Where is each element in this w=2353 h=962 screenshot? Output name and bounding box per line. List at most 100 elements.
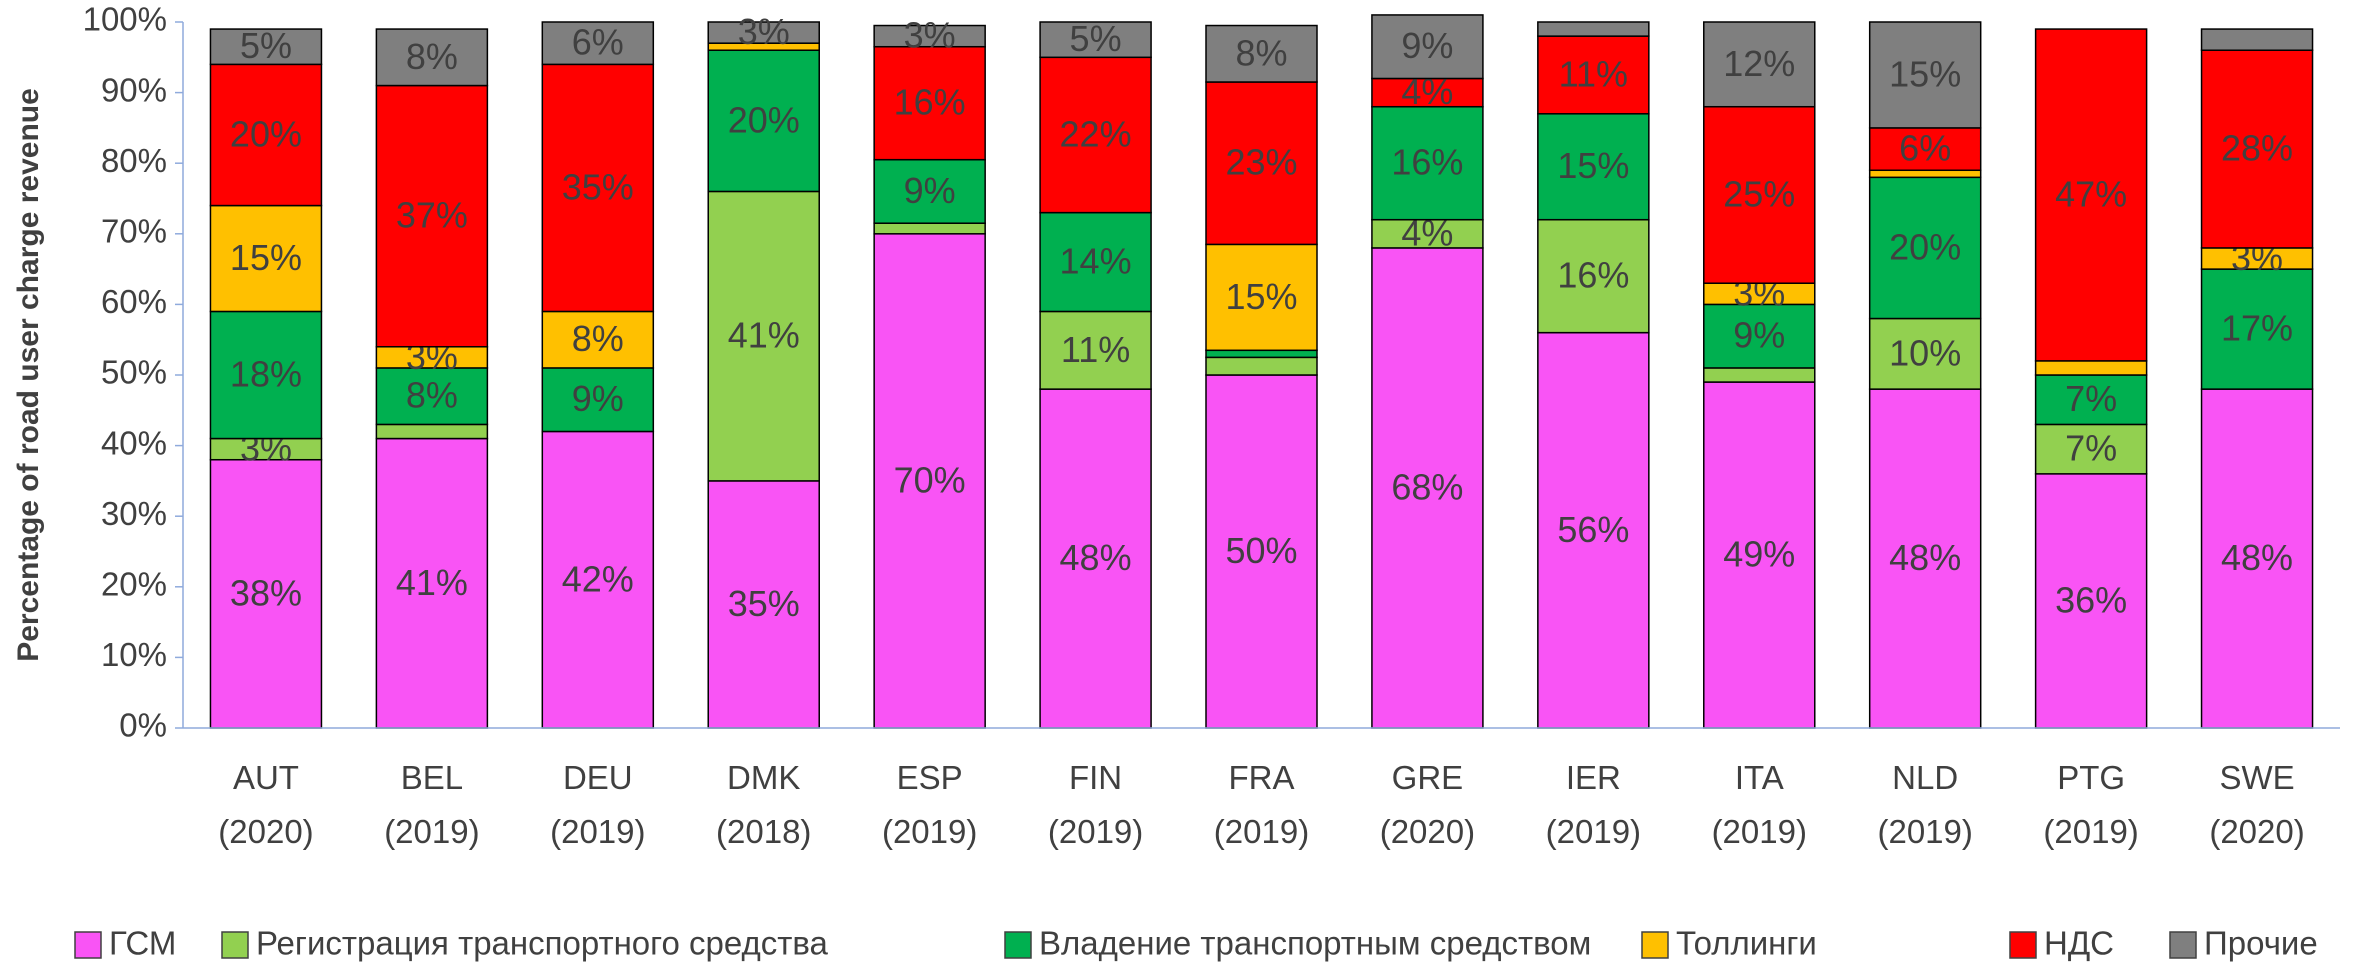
bar-segment bbox=[2034, 473, 2148, 729]
data-label: 48% bbox=[1060, 537, 1132, 578]
bar-segment bbox=[375, 84, 489, 348]
data-label: 15% bbox=[1225, 276, 1297, 317]
data-label: 15% bbox=[1557, 145, 1629, 186]
bar-segment bbox=[2034, 360, 2148, 376]
data-label: 68% bbox=[1391, 466, 1463, 507]
x-tick-label: BEL (2019) bbox=[384, 759, 479, 850]
bar-segment bbox=[1537, 218, 1650, 334]
bar-segment bbox=[1205, 356, 1318, 376]
bar-segment bbox=[1205, 349, 1318, 359]
data-label: 20% bbox=[728, 99, 800, 140]
x-tick-label: ITA (2019) bbox=[1712, 759, 1807, 850]
data-label: 9% bbox=[904, 170, 956, 211]
data-label: 7% bbox=[2065, 428, 2117, 469]
bar-segment bbox=[1371, 105, 1484, 221]
x-tick-label: IER (2019) bbox=[1546, 759, 1641, 850]
data-label: 35% bbox=[728, 583, 800, 624]
data-label: 35% bbox=[562, 166, 634, 207]
data-label: 38% bbox=[230, 572, 302, 613]
data-label: 11% bbox=[1061, 329, 1130, 370]
x-tick-label: PTG (2019) bbox=[2043, 759, 2138, 850]
bar-segment bbox=[2034, 28, 2148, 362]
data-label: 15% bbox=[230, 237, 302, 278]
y-tick-label: 10% bbox=[101, 636, 167, 673]
x-tick-label: GRE (2020) bbox=[1380, 759, 1475, 850]
bar-segment bbox=[1703, 303, 1816, 369]
data-label: 25% bbox=[1723, 173, 1795, 214]
data-label: 11% bbox=[1559, 53, 1628, 94]
data-label: 15% bbox=[1889, 53, 1961, 94]
data-label: 70% bbox=[894, 459, 966, 500]
data-label: 5% bbox=[240, 25, 292, 66]
bar-segment bbox=[1703, 105, 1816, 284]
y-tick-label: 60% bbox=[101, 283, 167, 320]
bar-segment bbox=[1039, 21, 1152, 59]
bar-segment bbox=[209, 28, 323, 66]
x-tick-label: DMK (2018) bbox=[716, 759, 811, 850]
data-label: 3% bbox=[738, 11, 790, 52]
bar-segment bbox=[1039, 388, 1152, 729]
bar-segment bbox=[2200, 49, 2314, 249]
legend-label: Регистрация транспортного средства bbox=[256, 925, 829, 962]
bar-segment bbox=[1205, 81, 1318, 246]
bar-segment bbox=[1039, 56, 1152, 214]
bar-segment bbox=[1537, 331, 1650, 729]
data-label: 42% bbox=[562, 558, 634, 599]
legend-swatch bbox=[2169, 931, 2197, 959]
data-label: 16% bbox=[1557, 255, 1629, 296]
bar-segment bbox=[1868, 388, 1982, 729]
data-label: 6% bbox=[1899, 128, 1951, 169]
y-tick-label: 70% bbox=[101, 213, 167, 250]
bar-segment bbox=[1205, 24, 1318, 83]
bar-segment bbox=[707, 190, 820, 482]
legend-swatch bbox=[1004, 931, 1032, 959]
data-label: 9% bbox=[1401, 25, 1453, 66]
legend-label: НДС bbox=[2044, 925, 2114, 962]
bar-segment bbox=[541, 21, 655, 66]
bar-segment bbox=[1868, 176, 1982, 320]
bar-segment bbox=[1371, 14, 1484, 80]
data-label: 7% bbox=[2065, 378, 2117, 419]
legend-swatch bbox=[74, 931, 102, 959]
bar-segment bbox=[1039, 211, 1152, 313]
data-label: 12% bbox=[1723, 43, 1795, 84]
bar-segment bbox=[1868, 317, 1982, 390]
bar-segment bbox=[209, 458, 323, 729]
legend-swatch bbox=[221, 931, 249, 959]
bar-segment bbox=[1703, 21, 1816, 108]
data-label: 36% bbox=[2055, 579, 2127, 620]
bar-segment bbox=[1537, 21, 1650, 37]
data-label: 20% bbox=[1889, 226, 1961, 267]
bar-segment bbox=[1868, 169, 1982, 179]
data-label: 16% bbox=[894, 82, 966, 123]
data-label: 14% bbox=[1060, 241, 1132, 282]
x-tick-label: FIN (2019) bbox=[1048, 759, 1143, 850]
data-label: 3% bbox=[904, 15, 956, 56]
bar-segment bbox=[1205, 374, 1318, 729]
y-tick-label: 0% bbox=[119, 707, 167, 744]
data-label: 56% bbox=[1557, 509, 1629, 550]
data-label: 28% bbox=[2221, 128, 2293, 169]
data-label: 48% bbox=[2221, 537, 2293, 578]
bar-segment bbox=[873, 24, 986, 48]
data-label: 5% bbox=[1070, 18, 1122, 59]
data-label: 8% bbox=[572, 318, 624, 359]
bar-segment bbox=[375, 28, 489, 87]
data-label: 48% bbox=[1889, 537, 1961, 578]
bar-segment bbox=[1703, 367, 1816, 383]
bar-segment bbox=[707, 21, 820, 44]
bar-segment bbox=[1371, 247, 1484, 729]
bar-segment bbox=[209, 63, 323, 207]
bar-segment bbox=[2200, 388, 2314, 729]
bar-segment bbox=[873, 233, 986, 729]
data-label: 8% bbox=[406, 36, 458, 77]
y-tick-label: 30% bbox=[101, 495, 167, 532]
bar-segment bbox=[2200, 28, 2314, 51]
data-label: 23% bbox=[1225, 142, 1297, 183]
y-tick-label: 100% bbox=[83, 1, 167, 38]
data-label: 22% bbox=[1060, 113, 1132, 154]
x-tick-label: ESP (2019) bbox=[882, 759, 977, 850]
data-label: 49% bbox=[1723, 534, 1795, 575]
bar-segment bbox=[541, 430, 655, 729]
